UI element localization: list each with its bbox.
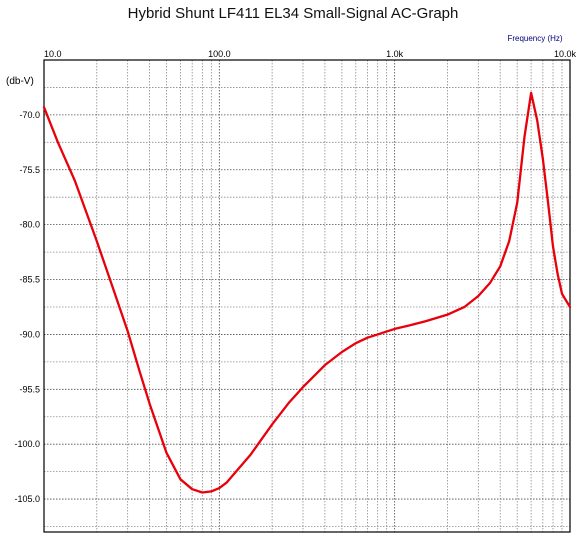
y-tick-label: -95.5 bbox=[19, 384, 40, 394]
x-tick-labels: 10.0 100.0 1.0k 10.0k bbox=[44, 49, 576, 59]
x-axis-label: Frequency (Hz) bbox=[507, 34, 562, 43]
y-tick-label: -70.0 bbox=[19, 110, 40, 120]
series-layer bbox=[42, 91, 572, 494]
x-tick-label: 10.0k bbox=[554, 49, 577, 59]
y-tick-label: -105.0 bbox=[14, 494, 40, 504]
x-tick-label: 1.0k bbox=[386, 49, 404, 59]
y-tick-label: -90.0 bbox=[19, 329, 40, 339]
y-axis-label: (db-V) bbox=[6, 76, 34, 87]
y-tick-label: -85.5 bbox=[19, 275, 40, 285]
chart-title: Hybrid Shunt LF411 EL34 Small-Signal AC-… bbox=[128, 5, 459, 22]
series-line bbox=[42, 91, 572, 494]
y-tick-label: -75.5 bbox=[19, 165, 40, 175]
y-tick-label: -80.0 bbox=[19, 220, 40, 230]
y-tick-labels: -70.0 -75.5 -80.0 -85.5 -90.0 -95.5 -100.0 -105… bbox=[14, 110, 40, 504]
y-tick-label: -100.0 bbox=[14, 439, 40, 449]
x-tick-label: 100.0 bbox=[208, 49, 231, 59]
grid bbox=[44, 59, 570, 532]
x-tick-label: 10.0 bbox=[44, 49, 62, 59]
plot-area bbox=[43, 59, 571, 533]
